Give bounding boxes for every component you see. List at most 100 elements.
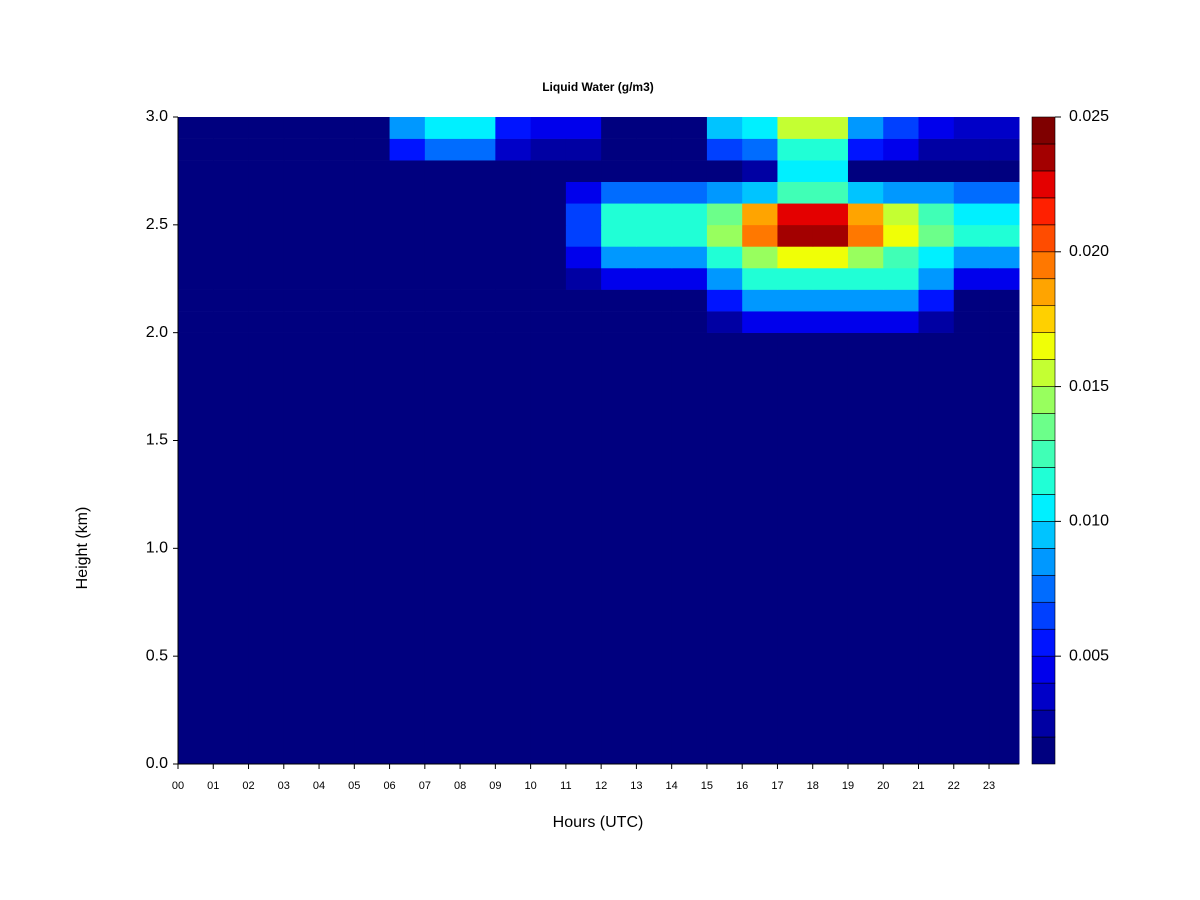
y-tick-label: 2.0 [146,324,168,341]
heatmap-cell [460,117,496,139]
heatmap-cell [777,267,814,290]
heatmap-cell [424,117,461,139]
heatmap-cell [389,289,426,312]
heatmap-cell [424,138,461,161]
heatmap-cell [530,138,567,161]
heatmap-cell [319,289,355,312]
heatmap-cell [883,160,920,182]
heatmap-cell [742,311,778,333]
heatmap-cell [213,203,250,226]
heatmap-cell [389,160,426,182]
heatmap-cell [671,181,708,204]
heatmap-cell [742,138,778,161]
x-tick-label: 20 [877,780,889,792]
heatmap-cell [601,246,637,269]
heatmap-cell [283,138,320,161]
heatmap-cell [777,181,814,204]
x-tick-label: 13 [630,780,642,792]
heatmap-cell [495,267,532,290]
colorbar-band [1031,467,1056,495]
heatmap-cell [918,246,955,269]
heatmap-cell [319,311,355,333]
heatmap-cell [389,117,426,139]
heatmap-cell [354,181,391,204]
heatmap-cell [883,332,920,765]
heatmap-cell [918,311,955,333]
heatmap-cell [495,224,532,247]
colorbar-band [1031,143,1056,172]
heatmap-cell [989,138,1020,161]
heatmap-cell [178,289,214,312]
heatmap-cell [989,160,1020,182]
x-tick-label: 12 [595,780,607,792]
heatmap-cell [918,267,955,290]
heatmap-cell [601,160,637,182]
heatmap-cell [283,160,320,182]
heatmap-cell [178,267,214,290]
heatmap-cell [742,224,778,247]
heatmap-cell [883,311,920,333]
heatmap-cell [883,117,920,139]
heatmap-cell [671,224,708,247]
heatmap-cell [671,246,708,269]
heatmap-cell [319,332,355,765]
colorbar-band [1031,601,1056,630]
heatmap-cell [565,289,602,312]
heatmap-cell [389,246,426,269]
x-tick-label: 05 [348,780,360,792]
x-tick-label: 10 [524,780,536,792]
heatmap-cell [742,160,778,182]
heatmap-cell [530,224,567,247]
heatmap-cell [283,332,320,765]
heatmap-cell [671,203,708,226]
x-tick-label: 21 [912,780,924,792]
heatmap-cell [742,181,778,204]
heatmap-cell [213,289,250,312]
heatmap-cell [742,267,778,290]
heatmap-cell [530,267,567,290]
heatmap-cell [636,289,673,312]
heatmap-cell [460,181,496,204]
heatmap-cell [565,332,602,765]
heatmap-cell [389,224,426,247]
heatmap-cell [319,224,355,247]
heatmap-cell [706,332,743,765]
heatmap-cell [847,138,884,161]
heatmap-cell [706,117,743,139]
y-axis-label: Height (km) [74,507,91,590]
heatmap-cell [283,181,320,204]
heatmap-cell [636,332,673,765]
heatmap-cell [354,311,391,333]
heatmap-cell [601,138,637,161]
heatmap-cell [283,203,320,226]
heatmap-cell [883,224,920,247]
heatmap-cell [354,117,391,139]
x-tick-label: 07 [419,780,431,792]
heatmap-cell [883,181,920,204]
heatmap-cell [847,117,884,139]
heatmap-cell [213,267,250,290]
heatmap-cell [953,117,990,139]
heatmap-cell [319,181,355,204]
heatmap-cell [953,160,990,182]
heatmap-cell [742,246,778,269]
heatmap-cell [953,289,990,312]
x-tick-label: 00 [172,780,184,792]
heatmap-cell [706,181,743,204]
chart-title: Liquid Water (g/m3) [542,80,654,94]
colorbar-tick-label: 0.025 [1069,108,1109,125]
heatmap-cell [530,203,567,226]
heatmap-cell [812,332,849,765]
colorbar-band [1031,682,1056,711]
y-tick-label: 1.5 [146,432,168,449]
heatmap-cell [601,311,637,333]
heatmap-cell [565,246,602,269]
heatmap-cell [565,267,602,290]
heatmap-cell [847,332,884,765]
heatmap-cell [989,246,1020,269]
heatmap-cell [636,117,673,139]
heatmap-cell [389,181,426,204]
colorbar-band [1031,359,1056,387]
heatmap-cell [354,138,391,161]
heatmap-cell [495,138,532,161]
